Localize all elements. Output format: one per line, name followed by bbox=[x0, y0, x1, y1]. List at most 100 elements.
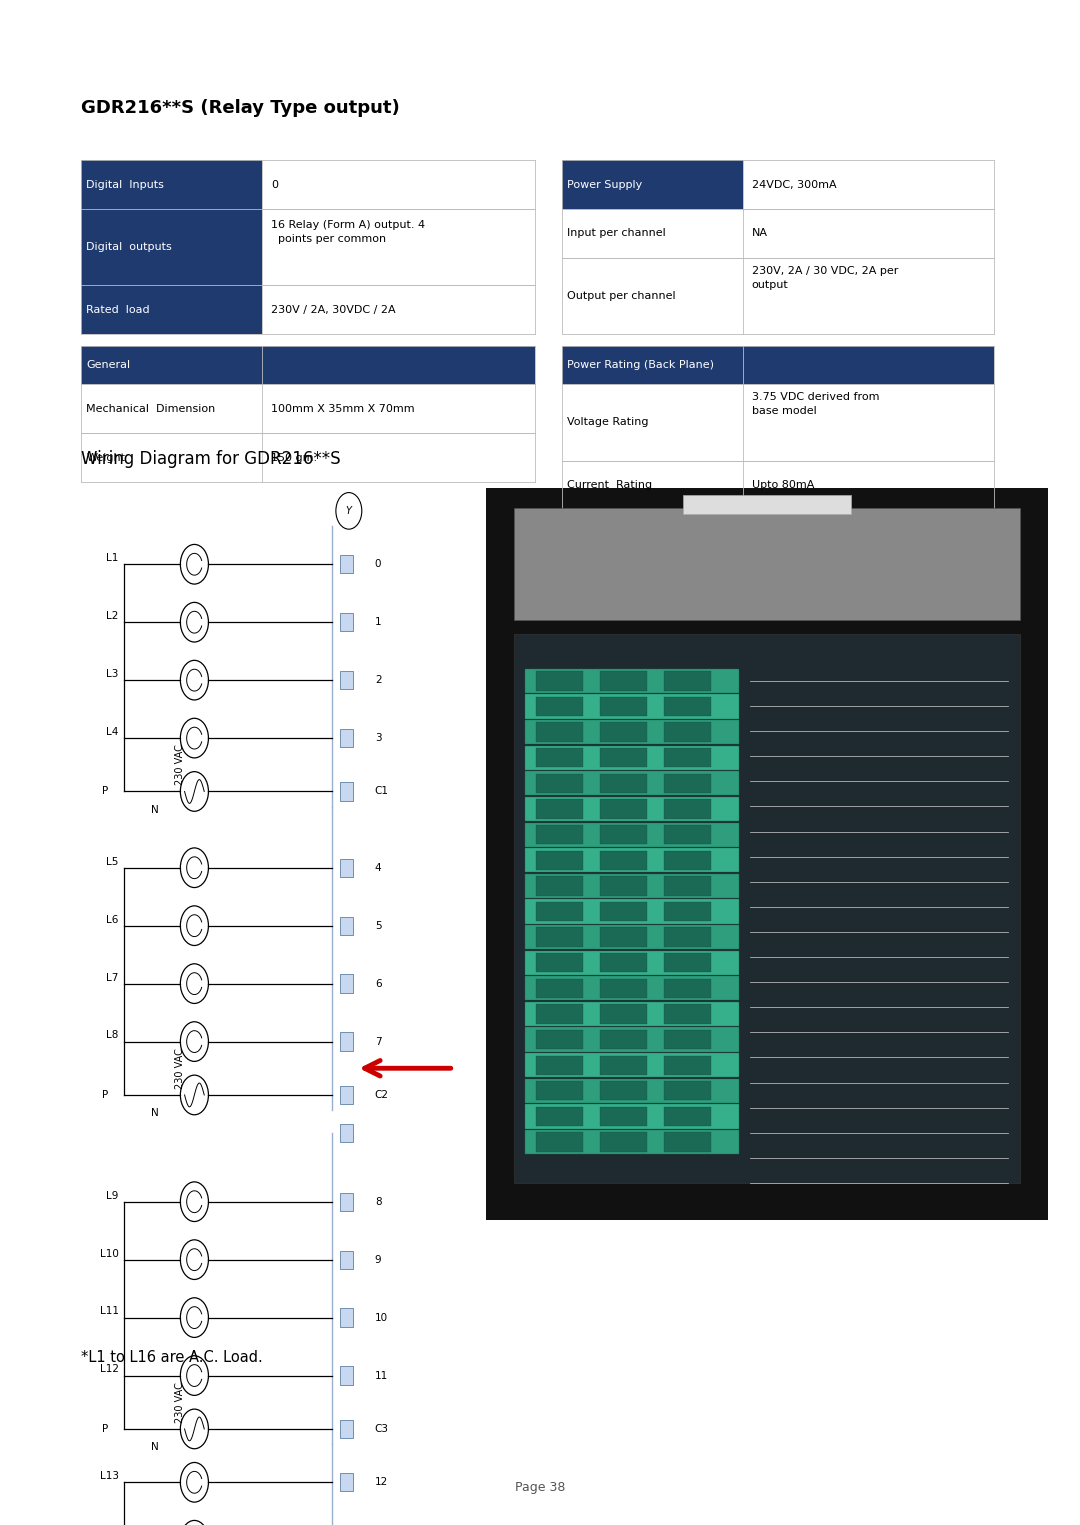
Text: 12: 12 bbox=[375, 1478, 388, 1487]
Bar bbox=[514, 508, 1020, 619]
Bar bbox=[81, 209, 262, 285]
Text: Rated  load: Rated load bbox=[86, 305, 150, 314]
Bar bbox=[683, 494, 851, 514]
Bar bbox=[525, 950, 739, 974]
Text: GDR216**S (Relay Type output): GDR216**S (Relay Type output) bbox=[81, 99, 400, 117]
Bar bbox=[536, 927, 583, 947]
Text: 1: 1 bbox=[375, 618, 381, 627]
Text: N: N bbox=[150, 1109, 159, 1118]
Bar bbox=[525, 694, 739, 718]
Text: Output per channel: Output per channel bbox=[567, 291, 676, 300]
Bar bbox=[664, 927, 711, 947]
Text: Upto 80mA: Upto 80mA bbox=[752, 480, 814, 490]
Text: N: N bbox=[150, 805, 159, 814]
Bar bbox=[664, 877, 711, 895]
Bar bbox=[600, 1029, 647, 1049]
Bar bbox=[664, 1133, 711, 1151]
Bar bbox=[664, 1005, 711, 1023]
Text: 230 VAC: 230 VAC bbox=[175, 1382, 186, 1423]
Text: Input per channel: Input per channel bbox=[567, 229, 665, 238]
Text: P: P bbox=[102, 787, 108, 796]
Text: P: P bbox=[102, 1090, 108, 1100]
Bar bbox=[664, 953, 711, 973]
Text: L7: L7 bbox=[107, 973, 119, 982]
Bar bbox=[600, 825, 647, 845]
Bar bbox=[340, 782, 353, 801]
Text: P: P bbox=[102, 1424, 108, 1434]
Text: L5: L5 bbox=[107, 857, 119, 866]
Bar bbox=[536, 979, 583, 997]
Bar bbox=[340, 555, 353, 573]
Text: 6: 6 bbox=[375, 979, 381, 988]
Text: 5: 5 bbox=[375, 921, 381, 930]
Text: Digital  outputs: Digital outputs bbox=[86, 242, 172, 252]
Bar bbox=[600, 723, 647, 741]
Text: L8: L8 bbox=[107, 1031, 119, 1040]
Bar bbox=[525, 900, 739, 924]
Text: 230 VAC: 230 VAC bbox=[175, 1048, 186, 1089]
Bar bbox=[600, 671, 647, 691]
Text: L4: L4 bbox=[107, 727, 119, 737]
Bar bbox=[340, 917, 353, 935]
Text: 100mm X 35mm X 70mm: 100mm X 35mm X 70mm bbox=[271, 404, 415, 413]
Bar bbox=[81, 160, 262, 209]
Text: C1: C1 bbox=[375, 787, 389, 796]
Bar bbox=[600, 979, 647, 997]
Text: Power Supply: Power Supply bbox=[567, 180, 643, 189]
Bar bbox=[536, 1055, 583, 1075]
Bar bbox=[664, 799, 711, 819]
Bar bbox=[664, 723, 711, 741]
Text: L1: L1 bbox=[107, 554, 119, 563]
Bar bbox=[340, 1193, 353, 1211]
Bar bbox=[664, 773, 711, 793]
Bar bbox=[525, 1028, 739, 1052]
Bar bbox=[81, 346, 535, 384]
Bar bbox=[600, 1107, 647, 1125]
Bar bbox=[340, 729, 353, 747]
Bar bbox=[340, 1473, 353, 1491]
Text: 4: 4 bbox=[375, 863, 381, 872]
Text: N: N bbox=[150, 1443, 159, 1452]
Bar bbox=[536, 953, 583, 973]
Text: General: General bbox=[86, 360, 131, 371]
Bar bbox=[600, 697, 647, 717]
Bar bbox=[536, 697, 583, 717]
Text: 11: 11 bbox=[375, 1371, 388, 1380]
Bar bbox=[664, 825, 711, 845]
Bar bbox=[536, 877, 583, 895]
Text: 2: 2 bbox=[375, 676, 381, 685]
Bar bbox=[664, 1029, 711, 1049]
Text: Current  Rating: Current Rating bbox=[567, 480, 652, 490]
Bar bbox=[525, 669, 739, 692]
Text: 3.75 VDC derived from
base model: 3.75 VDC derived from base model bbox=[752, 392, 879, 416]
Bar bbox=[525, 976, 739, 1000]
Bar bbox=[536, 773, 583, 793]
Bar bbox=[340, 1366, 353, 1385]
Bar bbox=[536, 799, 583, 819]
Bar bbox=[600, 1081, 647, 1101]
Text: 230V, 2A / 30 VDC, 2A per
output: 230V, 2A / 30 VDC, 2A per output bbox=[752, 265, 899, 290]
Bar bbox=[562, 346, 994, 384]
Bar bbox=[525, 772, 739, 796]
Bar bbox=[664, 697, 711, 717]
Text: Voltage Rating: Voltage Rating bbox=[567, 418, 648, 427]
Bar bbox=[600, 877, 647, 895]
Bar bbox=[340, 613, 353, 631]
Bar bbox=[340, 1250, 353, 1269]
Bar bbox=[525, 1054, 739, 1077]
Bar bbox=[536, 851, 583, 869]
Bar bbox=[525, 746, 739, 770]
Bar bbox=[525, 874, 739, 898]
Text: NA: NA bbox=[752, 229, 768, 238]
Bar bbox=[525, 926, 739, 949]
Bar bbox=[600, 749, 647, 767]
Text: L2: L2 bbox=[107, 612, 119, 621]
Bar bbox=[525, 848, 739, 872]
Bar bbox=[600, 1133, 647, 1151]
Bar bbox=[340, 974, 353, 993]
Bar bbox=[525, 798, 739, 820]
Text: *L1 to L16 are A.C. Load.: *L1 to L16 are A.C. Load. bbox=[81, 1350, 262, 1365]
Bar bbox=[536, 1133, 583, 1151]
Bar bbox=[600, 1005, 647, 1023]
Bar bbox=[536, 1005, 583, 1023]
